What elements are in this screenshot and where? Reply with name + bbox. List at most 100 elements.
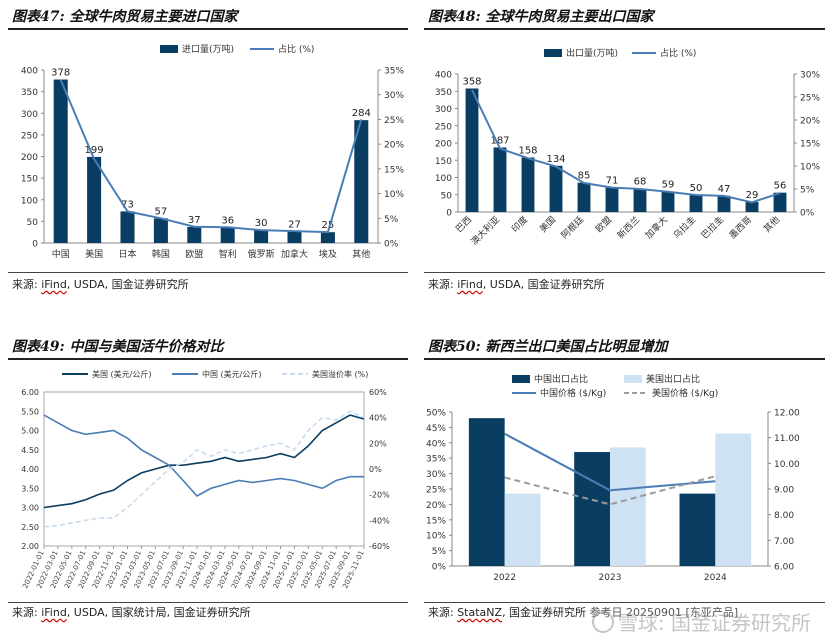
bar [354,120,369,243]
snowball-logo-icon [591,611,614,633]
y-tick-label-right: 15% [384,165,404,175]
data-label: 25 [322,220,335,231]
y-tick-label-left: 15% [426,516,446,526]
title-rule [424,28,825,30]
data-label: 71 [606,176,619,187]
bar [717,195,731,212]
legend-label: 美国 (美元/公斤) [92,369,151,379]
x-tick-label: 印度 [509,214,530,235]
cattle-price-chart: 2.00 2.50 3.00 3.50 4.00 4.50 5.00 5.50 6.00 -60%… [21,369,390,590]
x-tick-label: 欧盟 [593,214,614,235]
y-tick-label-left: 150 [435,157,452,167]
y-tick-label-right: 35% [384,67,404,77]
y-tick-label-left: 4.00 [21,465,39,474]
y-tick-label-left: 100 [435,174,452,184]
y-tick-label-left: 0% [432,563,447,573]
y-tick-label-right: 15% [800,140,820,150]
source-rule [8,272,408,273]
data-label: 36 [221,215,234,226]
source-rest: , USDA, 国金证券研究所 [66,278,189,291]
y-tick-label-left: 6.00 [21,388,39,397]
legend-label: 中国 (美元/公斤) [202,369,261,379]
y-tick-label-left: 400 [21,67,38,77]
x-tick-label: 2024 [704,573,727,583]
bar [605,187,619,212]
y-tick-label-right: 8.00 [774,511,794,521]
source-rest: , USDA, 国金证券研究所 [482,278,605,291]
bar [320,232,335,243]
chart-title: 图表49: 中国与美国活牛价格对比 [12,339,224,355]
chart-source: 来源: iFind, USDA, 国金证券研究所 [428,276,605,292]
bar [465,88,479,212]
bar [661,191,675,212]
y-tick-label-left: 45% [426,424,446,434]
y-tick-label-right: 20% [369,439,387,448]
bar [187,226,202,243]
series-line [59,79,363,234]
y-tick-label-left: 20% [426,501,446,511]
y-tick-label-right: 10.00 [774,460,800,470]
chart-title: 图表47: 全球牛肉贸易主要进口国家 [12,9,238,25]
bar [87,156,102,243]
y-tick-label-left: 50% [426,409,446,419]
source-rest: , 国金证券研究所 [502,606,587,619]
bar [715,433,752,566]
bar [521,157,535,212]
source-link: StataNZ [457,606,503,619]
y-tick-label-right: 12.00 [774,409,800,419]
y-tick-label-left: 200 [21,153,38,163]
bar [689,194,703,212]
x-tick-label: 加拿大 [281,248,308,260]
y-tick-label-right: -60% [369,542,390,551]
title-rule [424,358,825,360]
y-tick-label-right: 40% [369,414,387,423]
legend-swatch [544,49,562,57]
y-tick-label-left: 200 [435,140,452,150]
chart-panel-exports: 图表48: 全球牛肉贸易主要出口国家 0 50 100 150 200 250 300 350… [416,0,833,300]
x-tick-label: 澳大利亚 [468,214,502,248]
y-tick-label-left: 4.50 [21,446,39,455]
bar [633,188,647,212]
bar [773,192,787,212]
imports-chart: 0 50 100 150 200 250 300 350 400 0% 5% 10% 15% 20% 25%… [21,43,405,260]
x-tick-label: 巴西 [454,214,475,235]
title-rule [8,28,408,30]
data-label: 358 [462,76,481,87]
data-label: 284 [352,108,371,119]
legend-swatch [160,45,178,53]
data-label: 47 [718,184,731,195]
data-label: 187 [490,135,509,146]
y-tick-label-right: 30% [800,71,820,81]
source-rule [8,602,408,603]
legend-label: 进口量(万吨) [182,43,234,55]
y-tick-label-right: 0% [800,209,815,219]
data-label: 37 [188,215,201,226]
legend-label: 占比 (%) [660,47,696,59]
x-tick-label: 新西兰 [615,214,643,242]
data-label: 68 [634,177,647,188]
bar [504,493,541,566]
y-tick-label-right: 20% [800,117,820,127]
y-tick-label-right: 5% [800,186,815,196]
data-label: 27 [288,219,301,230]
data-label: 30 [255,218,268,229]
y-tick-label-left: 150 [21,175,38,185]
y-tick-label-right: 25% [384,116,404,126]
chart-title: 图表48: 全球牛肉贸易主要出口国家 [428,9,654,25]
data-label: 56 [774,181,787,192]
x-tick-label: 埃及 [319,248,337,260]
y-tick-label-right: 6.00 [774,563,794,573]
chart-panel-cattle-price: 图表49: 中国与美国活牛价格对比 2.00 2.50 3.00 3.50 4.00 4.… [0,330,416,640]
x-tick-label: 墨西哥 [727,214,754,241]
data-label: 59 [662,180,675,191]
y-tick-label-right: 11.00 [774,434,800,444]
y-tick-label-left: 40% [426,439,446,449]
bar [220,227,235,243]
exports-chart: 0 50 100 150 200 250 300 350 400 0% 5% 10% 15% 20% 25%… [435,47,821,248]
legend-label: 占比 (%) [278,43,314,55]
x-tick-label: 2022 [493,573,516,583]
x-tick-label: 其他 [761,214,782,235]
y-tick-label-left: 10% [426,532,446,542]
source-tail: 参考日 20250901 [东亚产品] [589,606,739,619]
y-tick-label-right: 9.00 [774,486,794,496]
